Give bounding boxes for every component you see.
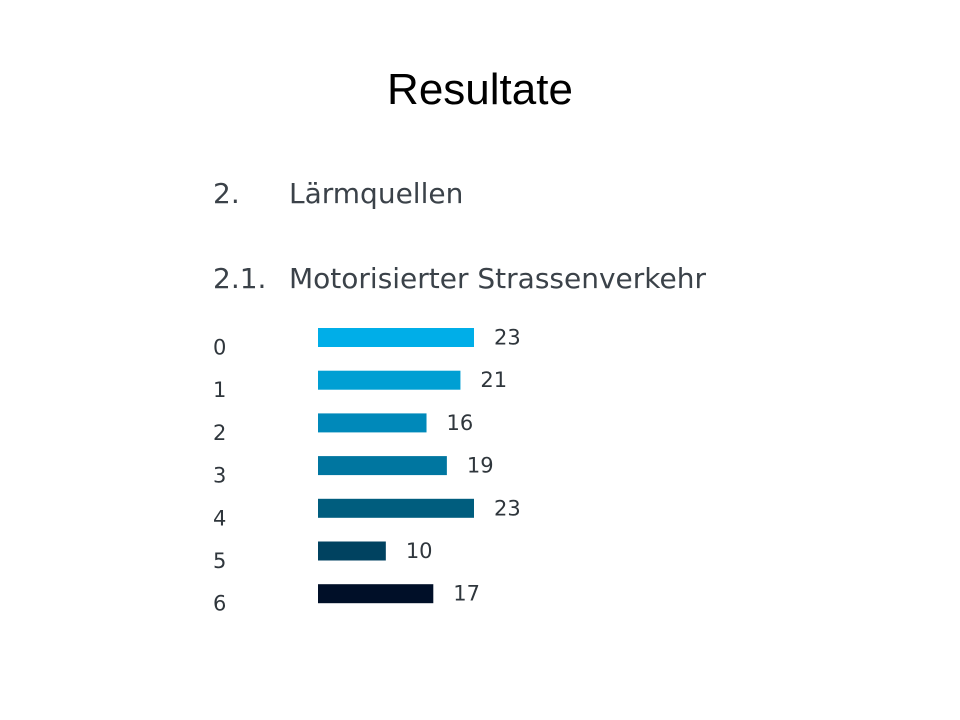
category-label: 1 <box>213 378 226 402</box>
bar <box>318 328 474 347</box>
category-label: 5 <box>213 549 226 573</box>
bar <box>318 541 386 561</box>
category-label: 3 <box>213 464 226 488</box>
value-label: 10 <box>406 539 433 563</box>
subsection-title: Motorisierter Strassenverkehr <box>289 262 706 295</box>
category-label: 2 <box>213 421 226 445</box>
bar-chart: 0 23 1 21 2 16 3 19 4 23 5 10 6 17 <box>213 326 521 616</box>
bar <box>318 413 427 433</box>
category-label: 4 <box>213 506 226 530</box>
bar <box>318 456 447 476</box>
bar <box>318 498 474 518</box>
value-label: 21 <box>480 368 507 392</box>
category-label: 0 <box>213 336 226 360</box>
category-label: 6 <box>213 592 226 616</box>
value-label: 23 <box>494 496 521 520</box>
bar <box>318 584 434 604</box>
value-label: 16 <box>447 411 474 435</box>
slide-title: Resultate <box>387 65 573 114</box>
section-title: Lärmquellen <box>289 177 464 210</box>
value-label: 23 <box>494 326 521 350</box>
value-label: 17 <box>453 582 480 606</box>
value-label: 19 <box>467 454 494 478</box>
subsection-number: 2.1. <box>213 262 267 295</box>
bar <box>318 370 461 390</box>
section-number: 2. <box>213 177 240 210</box>
